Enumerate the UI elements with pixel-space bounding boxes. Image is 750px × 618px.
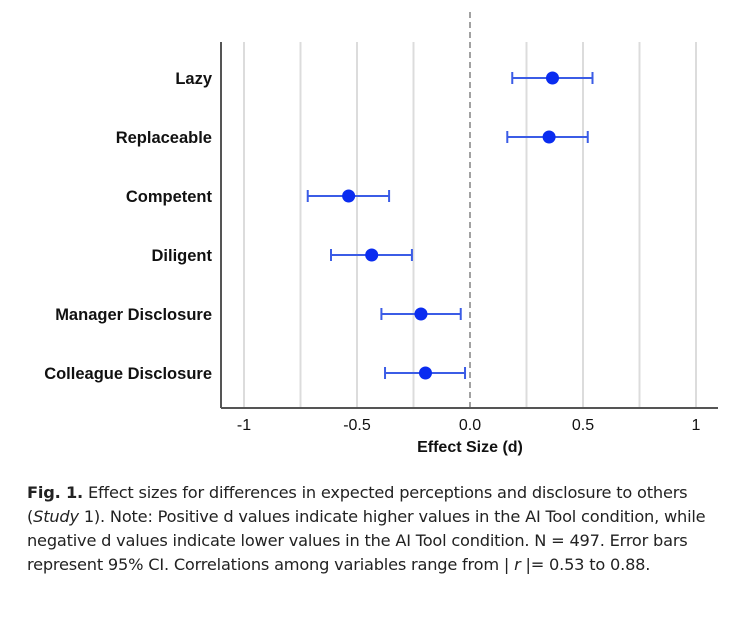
figure-caption: Fig. 1. Effect sizes for differences in … [27,481,732,577]
x-tick-label: 0.5 [572,417,594,434]
point-estimate [342,189,356,203]
category-label: Competent [126,188,213,206]
forest-row [506,130,589,144]
category-label: Lazy [175,70,213,88]
forest-row [306,189,391,203]
category-label: Colleague Disclosure [44,365,212,383]
x-axis-title: Effect Size (d) [417,439,523,456]
forest-row [384,366,467,380]
point-estimate [365,248,379,262]
x-tick-label: 1 [692,417,701,434]
x-tick-label: -1 [237,417,251,434]
point-estimate [414,307,428,321]
category-label: Diligent [152,247,213,265]
x-tick-label: -0.5 [343,417,371,434]
forest-row [330,248,413,262]
forest-plot: -1 -0.5 0.0 0.5 1 Effect Size (d) Lazy Replacea… [44,12,718,456]
caption-italic-r: r [514,555,521,574]
caption-text: 1). Note: Positive d values indicate hig… [27,507,706,574]
caption-italic-study: Study [33,507,79,526]
forest-row [511,71,594,85]
point-estimate [542,130,556,144]
caption-text: Effect sizes for differences in expected… [27,483,688,526]
caption-text: |= 0.53 to 0.88. [520,555,651,574]
point-estimate [545,71,559,85]
caption-label: Fig. 1. [27,483,83,502]
category-label: Manager Disclosure [55,306,212,324]
category-label: Replaceable [116,129,212,147]
x-tick-label: 0.0 [459,417,481,434]
point-estimate [418,366,432,380]
forest-row [380,307,462,321]
